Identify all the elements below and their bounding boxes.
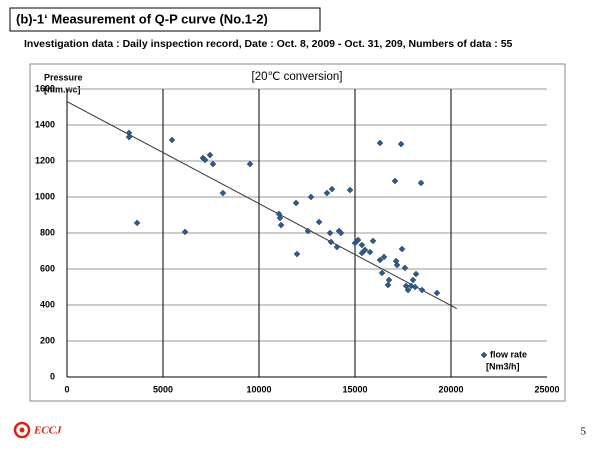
data-point bbox=[409, 276, 417, 284]
x-tick-label: 10000 bbox=[246, 384, 271, 394]
page-number: 5 bbox=[581, 426, 587, 438]
data-point bbox=[376, 139, 384, 147]
data-point bbox=[326, 229, 334, 237]
data-point bbox=[206, 151, 214, 159]
data-point bbox=[391, 177, 399, 185]
logo-text: ECCJ bbox=[33, 425, 62, 437]
logo-dot bbox=[19, 427, 25, 433]
data-point bbox=[404, 286, 412, 294]
data-point bbox=[418, 286, 426, 294]
y-tick-label: 1000 bbox=[35, 191, 55, 201]
data-point bbox=[277, 221, 285, 229]
y-axis-unit: [mm.wc] bbox=[44, 84, 81, 94]
data-point bbox=[378, 269, 386, 277]
x-tick-label: 15000 bbox=[342, 384, 367, 394]
data-point bbox=[293, 250, 301, 258]
data-point bbox=[209, 160, 217, 168]
data-point bbox=[369, 237, 377, 245]
data-point bbox=[323, 189, 331, 197]
y-tick-label: 1400 bbox=[35, 119, 55, 129]
data-point bbox=[292, 199, 300, 207]
data-point bbox=[398, 245, 406, 253]
data-point bbox=[412, 270, 420, 278]
y-tick-label: 1200 bbox=[35, 155, 55, 165]
data-point bbox=[376, 256, 384, 264]
x-tick-label: 25000 bbox=[534, 384, 559, 394]
data-point bbox=[417, 179, 425, 187]
data-point bbox=[346, 186, 354, 194]
legend-label: flow rate bbox=[490, 349, 527, 359]
data-point bbox=[181, 228, 189, 236]
y-tick-label: 200 bbox=[40, 335, 55, 345]
legend-unit: [Nm3/h] bbox=[486, 361, 520, 371]
data-point bbox=[125, 133, 133, 141]
x-tick-label: 5000 bbox=[153, 384, 173, 394]
logo-mark bbox=[13, 421, 31, 439]
y-axis-label: Pressure bbox=[44, 72, 83, 82]
data-point bbox=[393, 261, 401, 269]
data-point bbox=[380, 253, 388, 261]
subtitle: Investigation data : Daily inspection re… bbox=[24, 38, 513, 50]
data-point bbox=[307, 193, 315, 201]
y-tick-label: 400 bbox=[40, 299, 55, 309]
data-point bbox=[246, 160, 254, 168]
data-point bbox=[333, 243, 341, 251]
x-tick-label: 0 bbox=[64, 384, 69, 394]
data-point bbox=[366, 248, 374, 256]
trendline bbox=[66, 101, 457, 310]
y-tick-label: 800 bbox=[40, 227, 55, 237]
y-tick-label: 0 bbox=[50, 371, 55, 381]
chart-title: [20℃ conversion] bbox=[252, 71, 343, 83]
data-point bbox=[327, 238, 335, 246]
data-point bbox=[361, 246, 369, 254]
slide-title: (b)-1‘ Measurement of Q-P curve (No.1-2) bbox=[16, 11, 268, 26]
data-point bbox=[397, 140, 405, 148]
data-point bbox=[411, 283, 419, 291]
y-tick-label: 600 bbox=[40, 263, 55, 273]
data-point bbox=[401, 264, 409, 272]
data-point bbox=[433, 289, 441, 297]
data-point bbox=[304, 227, 312, 235]
data-point bbox=[384, 281, 392, 289]
data-point bbox=[201, 156, 209, 164]
x-tick-label: 20000 bbox=[438, 384, 463, 394]
data-point bbox=[219, 189, 227, 197]
data-point bbox=[315, 218, 323, 226]
data-point bbox=[358, 241, 366, 249]
logo: ECCJ bbox=[13, 421, 62, 439]
title-box bbox=[9, 7, 321, 32]
data-point bbox=[328, 185, 336, 193]
data-point bbox=[168, 136, 176, 144]
data-point bbox=[276, 214, 284, 222]
data-point bbox=[354, 236, 362, 244]
data-point bbox=[133, 219, 141, 227]
y-tick-label: 1600 bbox=[35, 83, 55, 93]
legend-marker bbox=[480, 351, 488, 359]
data-point bbox=[337, 229, 345, 237]
